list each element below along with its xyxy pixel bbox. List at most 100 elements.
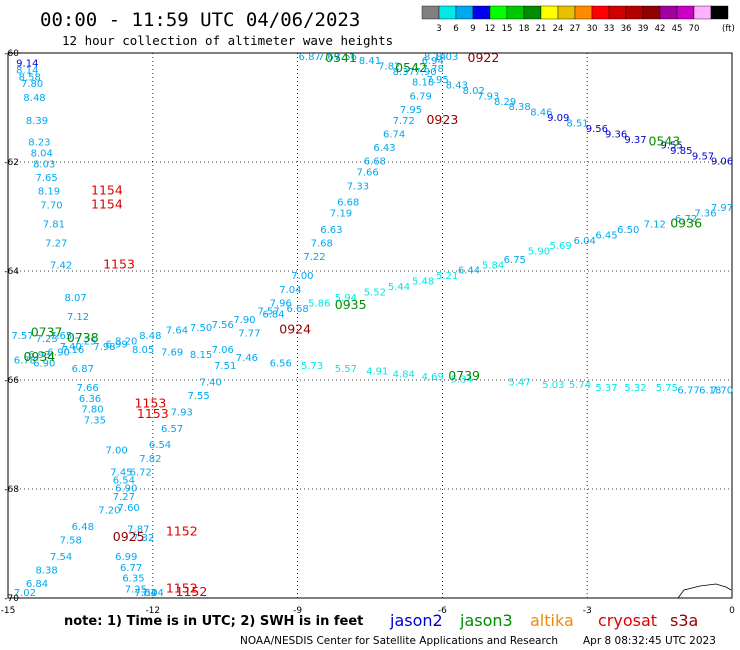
color-scale-label: 33 [604, 24, 615, 34]
wave-height-value: 6.90 [33, 358, 55, 369]
color-scale-label: 6 [453, 24, 458, 34]
wave-height-value: 9.06 [711, 157, 733, 168]
pass-time-label: 0922 [468, 50, 500, 65]
wave-height-value: 7.00 [105, 446, 127, 457]
color-scale-label: 24 [553, 24, 564, 34]
wave-height-value: 7.27 [113, 492, 135, 503]
wave-height-value: 6.90 [115, 484, 137, 495]
wave-height-value: 5.32 [624, 383, 646, 394]
wave-height-value: 8.18 [412, 78, 434, 89]
color-scale-swatch [591, 5, 610, 20]
wave-height-value: 7.57 [11, 331, 33, 342]
wave-height-value: 7.33 [347, 181, 369, 192]
wave-height-value: 7.68 [311, 238, 333, 249]
pass-time-label: 1154 [91, 196, 123, 211]
wave-height-value: 5.37 [595, 383, 617, 394]
wave-height-value: 5.84 [482, 260, 504, 271]
wave-height-value: 7.25 [74, 337, 96, 348]
wave-height-value: 7.25 [125, 585, 147, 596]
color-scale-label: 9 [470, 24, 475, 34]
color-scale-swatch [659, 5, 678, 20]
pass-time-label: 0739 [448, 368, 480, 383]
wave-height-value: 9.36 [605, 129, 627, 140]
pass-time-label: 0925 [113, 529, 145, 544]
coastline-shape [677, 583, 732, 599]
pass-time-label: 1152 [166, 581, 198, 596]
wave-height-value: 9.55 [661, 140, 683, 151]
wave-height-points: 9.148.148.587.808.488.398.238.048.037.65… [11, 52, 733, 599]
wave-height-value: 7.04 [142, 588, 164, 599]
wave-height-value: 7.70 [711, 386, 733, 397]
wave-height-value: 7.12 [67, 312, 89, 323]
wave-height-value: 7.50 [190, 323, 212, 334]
pass-time-label: 1152 [166, 523, 198, 538]
wave-height-value: 6.36 [79, 394, 101, 405]
wave-height-value: 7.40 [200, 377, 222, 388]
y-tick-label: -64 [4, 267, 19, 277]
pass-time-label: 0737 [31, 324, 63, 339]
wave-height-value: 7.63 [134, 588, 156, 599]
color-scale-swatch [574, 5, 593, 20]
wave-height-value: 6.87 [72, 364, 94, 375]
chart-title: 00:00 - 11:59 UTC 04/06/2023 [40, 9, 360, 31]
satellite-legend: jason2 jason3 altika cryosat s3a [389, 611, 698, 630]
y-tick-label: -70 [4, 594, 19, 604]
wave-height-value: 7.67 [318, 52, 340, 63]
color-scale-swatch [625, 5, 644, 20]
wave-height-value: 7.22 [303, 252, 325, 263]
wave-height-value: 6.44 [458, 266, 480, 277]
color-scale-swatch [421, 5, 440, 20]
wave-height-value: 6.56 [270, 358, 292, 369]
color-scale-label: 15 [502, 24, 513, 34]
wave-height-value: 6.43 [373, 143, 395, 154]
wave-height-value: 7.90 [414, 67, 436, 78]
pass-time-label: 0934 [23, 349, 55, 364]
wave-height-value: 7.65 [35, 173, 57, 184]
wave-height-value: 7.87 [127, 525, 149, 536]
wave-height-value: 8.19 [38, 187, 60, 198]
wave-height-value: 9.57 [692, 151, 714, 162]
wave-height-value: 8.05 [132, 345, 154, 356]
wave-height-value: 8.20 [115, 337, 137, 348]
satellite-legend-entry: cryosat [598, 611, 657, 630]
wave-height-value: 6.68 [286, 304, 308, 315]
color-scale-label: 42 [655, 24, 666, 34]
color-scale-label: 21 [536, 24, 547, 34]
wave-height-value: 8.15 [190, 350, 212, 361]
wave-height-value: 5.21 [436, 271, 458, 282]
pass-time-label: 0542 [395, 60, 427, 75]
x-tick-label: -12 [145, 606, 160, 616]
color-scale-swatch [472, 5, 491, 20]
color-scale-swatch [506, 5, 525, 20]
wave-height-value: 5.52 [364, 288, 386, 299]
color-scale-unit: (ft) [722, 24, 735, 34]
color-scale-label: 27 [570, 24, 581, 34]
wave-height-value: 8.39 [26, 116, 48, 127]
wave-height-value: 7.93 [477, 91, 499, 102]
color-scale-label: 30 [587, 24, 598, 34]
color-scale-label: 12 [485, 24, 496, 34]
color-scale-swatch [693, 5, 712, 20]
wave-height-value: 7.72 [393, 116, 415, 127]
wave-height-value: 7.60 [118, 503, 140, 514]
plot-frame [7, 52, 733, 599]
wave-height-value: 8.23 [28, 138, 50, 149]
wave-height-value: 7.42 [50, 260, 72, 271]
wave-height-value: 7.97 [711, 203, 733, 214]
wave-height-value: 8.07 [64, 293, 86, 304]
color-scale-swatch [608, 5, 627, 20]
wave-height-value: 7.36 [694, 209, 716, 220]
wave-height-value: 6.77 [677, 386, 699, 397]
wave-height-value: 8.03 [33, 159, 55, 170]
wave-height-value: 7.82 [378, 61, 400, 72]
wave-height-value: 8.43 [446, 80, 468, 91]
color-scale-swatch [523, 5, 542, 20]
axis-ticks: -15 -12 -9 -6 -3 0 -60 -62 -64 -66 -68 -70 [1, 49, 735, 616]
satellite-legend-entry: jason2 [389, 611, 443, 630]
wave-height-value: 6.63 [320, 225, 342, 236]
wave-height-value: 8.02 [463, 86, 485, 97]
wave-height-value: 7.96 [270, 298, 292, 309]
satellite-legend-entry: jason3 [459, 611, 513, 630]
wave-height-value: 7.02 [14, 588, 36, 599]
